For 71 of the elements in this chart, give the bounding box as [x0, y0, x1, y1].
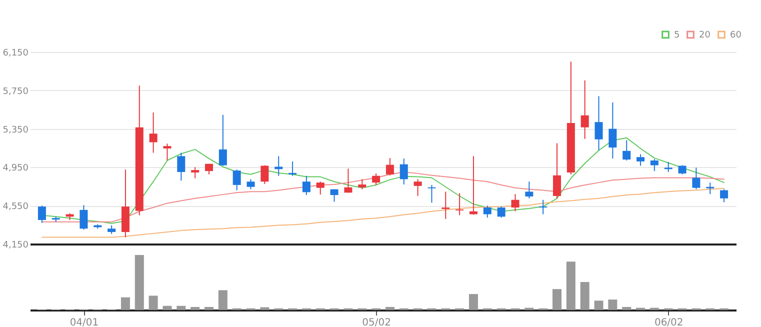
- bar: [552, 289, 562, 310]
- candlestick: [414, 178, 422, 196]
- bar: [468, 294, 478, 310]
- legend-label: 60: [730, 30, 742, 41]
- y-tick-label: 4,550: [2, 202, 29, 212]
- bar: [162, 306, 172, 310]
- candlestick: [191, 166, 200, 179]
- y-tick-label: 4,150: [2, 240, 29, 250]
- candlestick: [720, 188, 728, 203]
- bar: [580, 282, 590, 310]
- line-series: [41, 188, 725, 238]
- candlestick: [594, 96, 603, 151]
- candlestick: [511, 194, 520, 212]
- candlestick: [302, 175, 310, 196]
- candlestick: [288, 160, 297, 176]
- candlestick: [622, 140, 631, 161]
- bar: [385, 306, 394, 310]
- candlestick: [260, 164, 269, 184]
- candlestick: [149, 112, 158, 154]
- y-tick-label: 5,750: [2, 86, 29, 97]
- candlestick: [177, 152, 186, 182]
- candlestick: [664, 161, 672, 172]
- candlestick: [442, 191, 450, 220]
- bar: [260, 307, 270, 310]
- bar: [566, 262, 576, 310]
- bar: [204, 306, 214, 310]
- bar: [120, 297, 130, 310]
- candlestick: [344, 168, 352, 194]
- candlestick: [636, 154, 645, 166]
- candlestick: [608, 102, 617, 160]
- bar: [622, 306, 632, 310]
- candlestick: [650, 158, 658, 172]
- x-tick-label: 05/02: [362, 318, 391, 327]
- candlestick: [525, 181, 534, 199]
- x-tick-label: 06/02: [654, 318, 684, 327]
- candlestick: [163, 143, 172, 161]
- y-tick-label: 5,350: [2, 125, 29, 136]
- bar: [608, 300, 618, 310]
- bar: [594, 300, 604, 310]
- candlestick: [483, 205, 492, 218]
- candlestick: [539, 199, 548, 215]
- bar: [176, 306, 186, 310]
- candlestick: [246, 178, 255, 190]
- bar: [218, 290, 228, 310]
- bar: [134, 255, 144, 310]
- candlestick: [218, 114, 227, 166]
- candlestick: [38, 205, 46, 224]
- candlestick: [692, 167, 700, 190]
- candlestick: [678, 164, 686, 175]
- x-tick-label: 04/01: [70, 318, 99, 327]
- legend-label: 20: [699, 30, 711, 41]
- candlestick: [580, 80, 589, 140]
- candlestick: [232, 169, 241, 191]
- candlestick: [386, 158, 394, 176]
- y-tick-label: 6,150: [2, 48, 29, 58]
- bar: [148, 296, 158, 310]
- candlestick: [706, 182, 714, 195]
- candlestick: [372, 172, 380, 186]
- candlestick: [428, 184, 436, 204]
- candlestick: [80, 204, 88, 230]
- legend-label: 5: [674, 30, 680, 41]
- y-tick-label: 4,950: [2, 164, 29, 174]
- candlestick: [274, 156, 283, 176]
- candlestick: [330, 188, 338, 202]
- candlestick: [400, 158, 408, 185]
- candlestick: [553, 142, 561, 199]
- candlestick: [497, 206, 506, 218]
- candlestick: [456, 192, 464, 216]
- bar: [190, 306, 200, 310]
- candlestick: [358, 178, 366, 190]
- candlestick: [316, 181, 324, 196]
